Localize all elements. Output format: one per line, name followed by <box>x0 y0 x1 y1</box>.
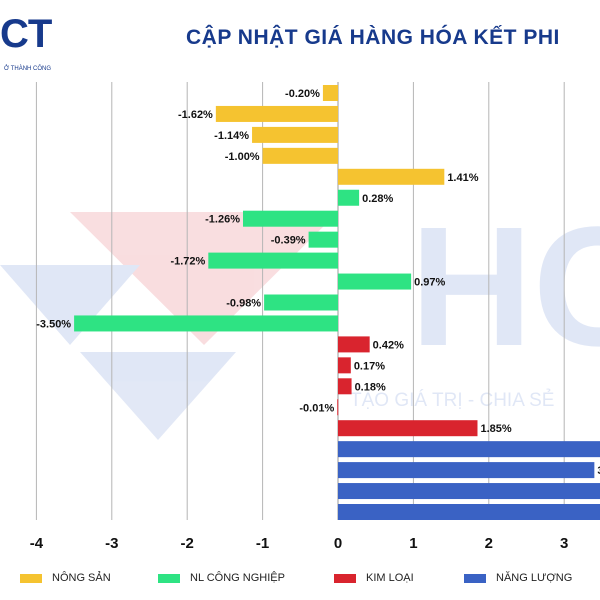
legend-label-nong-san: NÔNG SẢN <box>52 572 111 584</box>
data-label-10: -0.98% <box>226 298 261 310</box>
bar-5 <box>338 189 360 206</box>
bar-17 <box>338 441 600 458</box>
legend-label-nl-cong-nghiep: NL CÔNG NGHIỆP <box>190 572 285 584</box>
bar-7 <box>308 231 338 248</box>
legend-swatch-nl-cong-nghiep <box>158 573 180 583</box>
bar-12 <box>338 336 370 353</box>
legend-label-kim-loai: KIM LOẠI <box>366 572 414 584</box>
watermark-letters: HC <box>410 192 600 382</box>
bar-16 <box>338 420 478 437</box>
bar-9 <box>338 273 412 290</box>
bar-18 <box>338 462 595 479</box>
data-label-0: -0.20% <box>285 88 320 100</box>
watermark-slogan: TẠO GIÁ TRỊ - CHIA SẺ <box>350 389 554 411</box>
x-tick-label-6: 2 <box>485 535 493 552</box>
bar-6 <box>242 210 338 227</box>
data-label-14: 0.18% <box>355 381 386 393</box>
bar-3 <box>262 147 338 164</box>
data-label-7: -0.39% <box>271 235 306 247</box>
legend-item-nl-cong-nghiep: NL CÔNG NGHIỆP <box>158 572 285 584</box>
x-tick-label-1: -3 <box>105 535 118 552</box>
logo-mark: CT <box>0 12 52 56</box>
watermark-triangle-top <box>70 212 338 345</box>
watermark-triangle-left <box>0 265 140 345</box>
legend-item-nang-luong: NĂNG LƯỢNG <box>464 572 572 584</box>
data-label-13: 0.17% <box>354 360 385 372</box>
data-label-4: 1.41% <box>447 172 478 184</box>
bar-19 <box>338 483 600 500</box>
bar-20 <box>338 504 600 520</box>
logo-tagline: Ở THÀNH CÔNG <box>4 66 52 72</box>
data-label-15: -0.01% <box>299 402 334 414</box>
x-tick-label-2: -2 <box>181 535 194 552</box>
bar-8 <box>208 252 338 269</box>
legend-item-nong-san: NÔNG SẢN <box>20 572 111 584</box>
watermark-triangle-bottom <box>80 352 236 440</box>
bar-14 <box>338 378 352 395</box>
data-label-6: -1.26% <box>205 214 240 226</box>
page-title: CẬP NHẬT GIÁ HÀNG HÓA KẾT PHI <box>186 26 560 49</box>
company-logo: CT Ở THÀNH CÔNG <box>0 8 90 78</box>
legend-label-nang-luong: NĂNG LƯỢNG <box>496 572 573 584</box>
data-label-12: 0.42% <box>373 339 404 351</box>
bar-2 <box>252 126 338 143</box>
x-tick-label-0: -4 <box>30 535 44 552</box>
bar-11 <box>74 315 338 332</box>
data-label-16: 1.85% <box>480 423 511 435</box>
x-tick-label-5: 1 <box>409 535 417 552</box>
data-label-8: -1.72% <box>170 256 205 268</box>
data-label-3: -1.00% <box>225 151 260 163</box>
legend-swatch-nong-san <box>20 573 42 583</box>
data-label-11: -3.50% <box>36 318 71 330</box>
bar-10 <box>264 294 338 311</box>
bar-1 <box>215 105 338 122</box>
bar-15 <box>337 399 339 416</box>
bar-0 <box>322 85 338 101</box>
x-tick-label-3: -1 <box>256 535 269 552</box>
legend-swatch-kim-loai <box>334 573 356 583</box>
data-label-5: 0.28% <box>362 193 393 205</box>
watermark: HC TẠO GIÁ TRỊ - CHIA SẺ <box>0 192 600 440</box>
legend-item-kim-loai: KIM LOẠI <box>334 572 414 584</box>
data-label-9: 0.97% <box>414 277 445 289</box>
data-label-2: -1.14% <box>214 130 249 142</box>
chart-legend: NÔNG SẢN NL CÔNG NGHIỆP KIM LOẠI NĂNG LƯ… <box>0 572 600 592</box>
data-label-18: 3 <box>597 465 600 477</box>
bar-4 <box>338 168 445 185</box>
legend-swatch-nang-luong <box>464 573 486 583</box>
data-label-1: -1.62% <box>178 109 213 121</box>
x-tick-label-4: 0 <box>334 535 342 552</box>
bar-13 <box>338 357 351 374</box>
x-tick-label-7: 3 <box>560 535 568 552</box>
